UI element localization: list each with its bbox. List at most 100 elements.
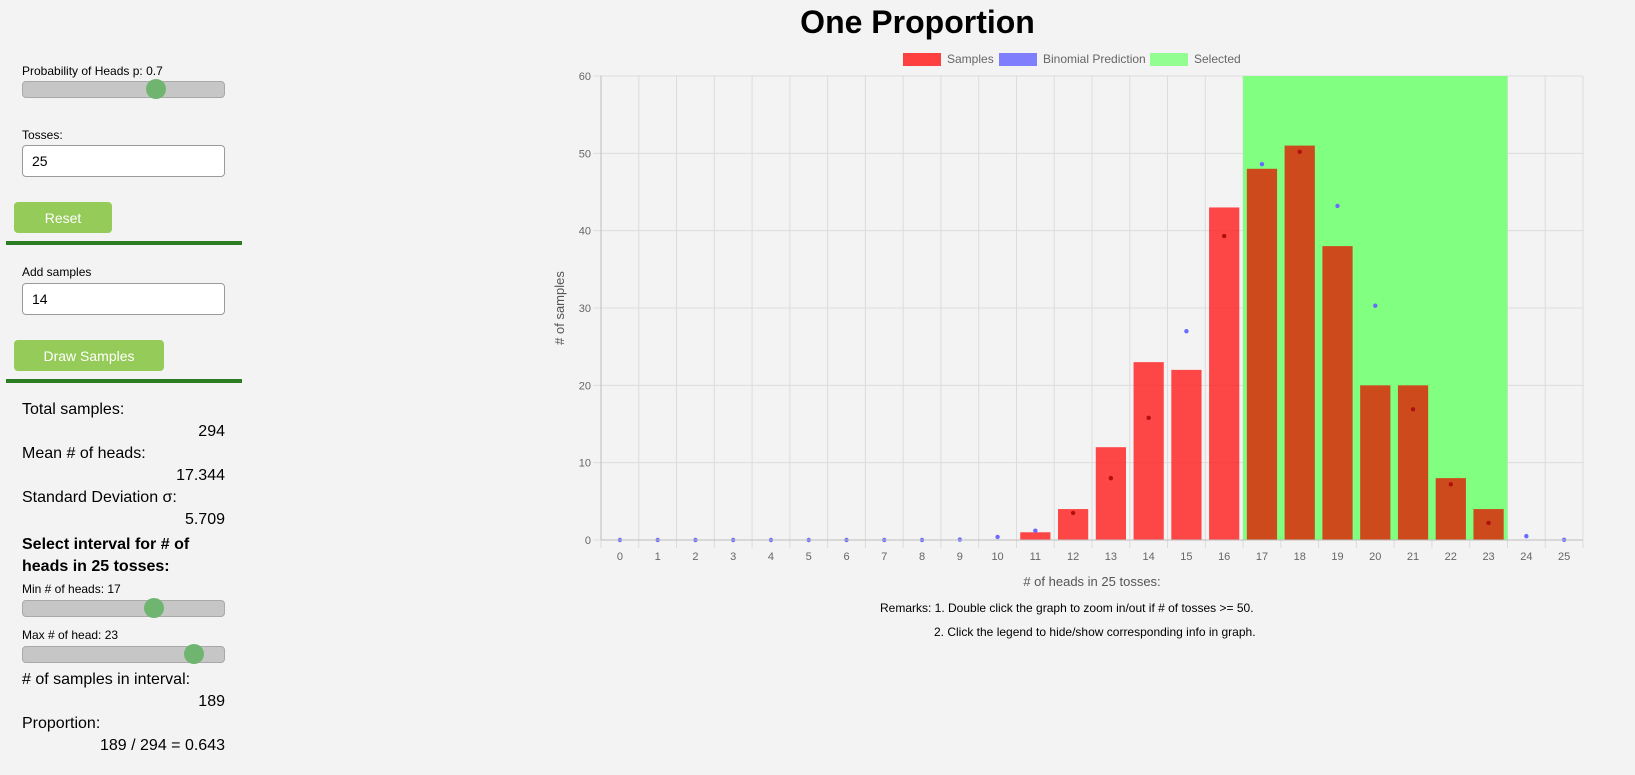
sample-bar xyxy=(1095,447,1126,540)
sd-label: Standard Deviation σ: xyxy=(22,489,177,506)
legend-label: Selected xyxy=(1194,52,1241,66)
total-samples-label: Total samples: xyxy=(22,401,125,418)
section-divider xyxy=(6,379,242,383)
x-tick-label: 21 xyxy=(1407,551,1419,563)
binomial-point xyxy=(1524,533,1529,539)
min-heads-slider-thumb[interactable] xyxy=(144,598,164,618)
tosses-input[interactable] xyxy=(22,145,225,177)
binomial-point xyxy=(1410,407,1416,412)
sample-bar xyxy=(1020,532,1051,540)
x-tick-label: 7 xyxy=(881,551,887,563)
binomial-point xyxy=(1221,233,1227,239)
in-interval-label: # of samples in interval: xyxy=(22,671,191,688)
x-tick-label: 18 xyxy=(1294,551,1306,563)
max-heads-slider[interactable] xyxy=(22,644,225,664)
x-tick-label: 10 xyxy=(991,551,1003,563)
binomial-point xyxy=(995,534,1000,540)
x-tick-label: 11 xyxy=(1030,551,1041,563)
y-tick-label: 60 xyxy=(579,71,591,83)
x-tick-label: 12 xyxy=(1067,551,1079,563)
x-axis-label: # of heads in 25 tosses: xyxy=(1023,574,1160,589)
reset-button[interactable]: Reset xyxy=(14,202,112,233)
sample-bar xyxy=(1360,385,1391,540)
min-heads-label: Min # of heads: 17 xyxy=(22,582,121,596)
sample-bar xyxy=(1322,246,1353,540)
x-tick-label: 6 xyxy=(843,551,849,563)
x-tick-label: 16 xyxy=(1218,551,1230,563)
page-title: One Proportion xyxy=(800,4,1035,40)
total-samples-value: 294 xyxy=(198,423,225,440)
proportion-label: Proportion: xyxy=(22,715,101,732)
x-tick-label: 25 xyxy=(1558,551,1570,563)
add-samples-label: Add samples xyxy=(22,265,92,279)
sample-bar xyxy=(1171,369,1202,540)
binomial-point xyxy=(1184,329,1189,334)
y-tick-label: 10 xyxy=(579,458,591,470)
sample-bar xyxy=(1246,168,1278,541)
probability-slider[interactable] xyxy=(22,79,225,99)
x-tick-label: 2 xyxy=(692,551,698,563)
binomial-point xyxy=(1070,510,1076,516)
x-tick-label: 22 xyxy=(1445,551,1457,563)
probability-slider-thumb[interactable] xyxy=(146,79,166,99)
x-tick-label: 24 xyxy=(1520,551,1532,563)
sample-bar xyxy=(1435,478,1466,540)
tosses-label: Tosses: xyxy=(22,128,63,142)
binomial-point xyxy=(1297,149,1302,154)
y-tick-label: 20 xyxy=(579,380,591,392)
x-tick-label: 1 xyxy=(655,551,661,563)
x-tick-label: 19 xyxy=(1331,551,1343,563)
binomial-point xyxy=(1033,528,1038,533)
chart-legend[interactable]: Samples Binomial Prediction Selected xyxy=(903,52,1241,66)
remark-legend: 2. Click the legend to hide/show corresp… xyxy=(934,625,1256,639)
x-tick-label: 23 xyxy=(1482,551,1494,563)
section-divider xyxy=(6,241,242,245)
legend-label: Binomial Prediction xyxy=(1043,52,1146,66)
interval-heading: Select interval for # of heads in 25 tos… xyxy=(22,536,190,575)
in-interval-value: 189 xyxy=(198,693,225,710)
samples-bars xyxy=(1020,145,1504,541)
mean-label: Mean # of heads: xyxy=(22,445,146,462)
draw-samples-button[interactable]: Draw Samples xyxy=(14,340,164,371)
binomial-point xyxy=(1373,303,1378,308)
binomial-point xyxy=(1335,203,1340,209)
y-tick-label: 0 xyxy=(585,535,591,547)
mean-value: 17.344 xyxy=(176,467,225,484)
legend-label: Samples xyxy=(947,52,994,66)
binomial-point xyxy=(1486,520,1491,526)
binomial-point xyxy=(1259,161,1265,167)
x-tick-label: 15 xyxy=(1180,551,1192,563)
binomial-point xyxy=(1146,415,1151,421)
y-tick-label: 50 xyxy=(579,148,591,160)
x-tick-label: 8 xyxy=(919,551,925,563)
legend-swatch xyxy=(1150,53,1188,66)
x-tick-label: 9 xyxy=(957,551,963,563)
binomial-point xyxy=(1448,482,1454,487)
sample-bar xyxy=(1133,362,1164,540)
y-axis-label: # of samples xyxy=(552,271,567,345)
proportion-value: 189 / 294 = 0.643 xyxy=(100,737,225,754)
max-heads-slider-thumb[interactable] xyxy=(184,644,204,664)
x-tick-label: 14 xyxy=(1143,551,1155,563)
max-heads-label: Max # of head: 23 xyxy=(22,628,119,642)
binomial-point xyxy=(1108,475,1114,481)
add-samples-input[interactable] xyxy=(22,283,225,315)
x-tick-label: 0 xyxy=(617,551,623,563)
x-tick-label: 13 xyxy=(1105,551,1117,563)
sample-bar xyxy=(1284,145,1315,540)
min-heads-slider[interactable] xyxy=(22,598,225,618)
probability-label: Probability of Heads p: 0.7 xyxy=(22,64,163,78)
x-tick-label: 3 xyxy=(730,551,736,563)
x-tick-label: 20 xyxy=(1369,551,1381,563)
x-tick-label: 5 xyxy=(806,551,812,563)
sample-bar xyxy=(1209,207,1240,540)
control-panel: Probability of Heads p: 0.7 Tosses: Rese… xyxy=(0,0,250,775)
remark-zoom: Remarks: 1. Double click the graph to zo… xyxy=(880,601,1254,615)
sd-value: 5.709 xyxy=(184,511,225,528)
x-tick-label: 17 xyxy=(1256,551,1268,563)
y-tick-label: 40 xyxy=(579,226,591,238)
legend-swatch xyxy=(903,53,941,66)
x-tick-label: 4 xyxy=(768,551,774,563)
